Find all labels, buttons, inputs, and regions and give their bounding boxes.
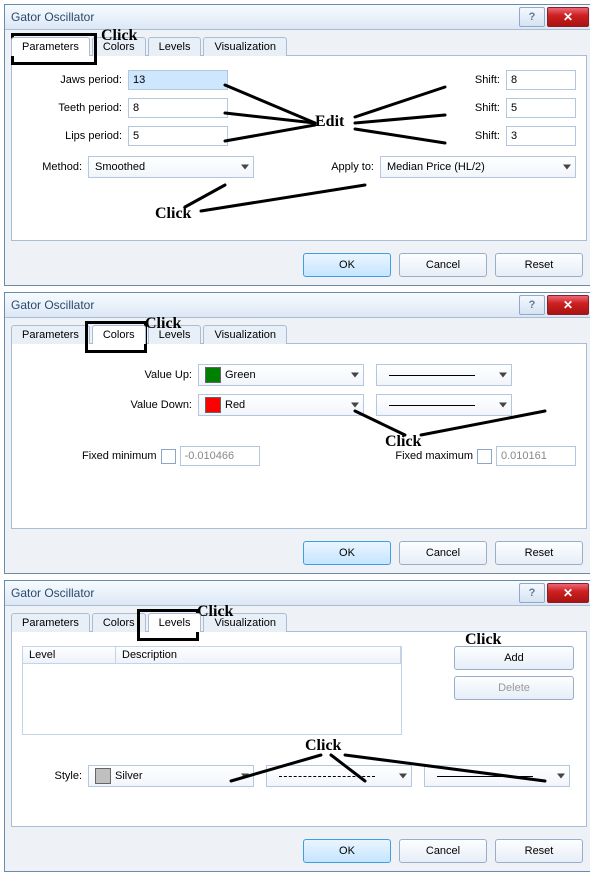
window-title: Gator Oscillator bbox=[11, 298, 519, 312]
style-value: Silver bbox=[115, 770, 143, 782]
delete-button[interactable]: Delete bbox=[454, 676, 574, 700]
reset-button[interactable]: Reset bbox=[495, 541, 583, 565]
value-up-color-select[interactable]: Green bbox=[198, 364, 364, 386]
value-up-label: Value Up: bbox=[22, 369, 192, 381]
lips-shift-input[interactable] bbox=[506, 126, 576, 146]
dialog-levels: Gator Oscillator ? ✕ Parameters Colors L… bbox=[4, 580, 590, 872]
value-up-value: Green bbox=[225, 369, 256, 381]
reset-button[interactable]: Reset bbox=[495, 839, 583, 863]
silver-swatch-icon bbox=[95, 768, 111, 784]
teeth-period-input[interactable] bbox=[128, 98, 228, 118]
teeth-period-label: Teeth period: bbox=[22, 102, 122, 114]
line-preview-icon bbox=[389, 375, 475, 376]
add-button[interactable]: Add bbox=[454, 646, 574, 670]
green-swatch-icon bbox=[205, 367, 221, 383]
value-down-color-select[interactable]: Red bbox=[198, 394, 364, 416]
cancel-button[interactable]: Cancel bbox=[399, 253, 487, 277]
teeth-shift-input[interactable] bbox=[506, 98, 576, 118]
close-button[interactable]: ✕ bbox=[547, 583, 589, 603]
tab-visualization[interactable]: Visualization bbox=[203, 613, 287, 632]
panel: Jaws period: Shift: Teeth period: Shift:… bbox=[11, 56, 587, 241]
panel: Value Up: Green Value Down: Red Fixed m bbox=[11, 344, 587, 529]
cancel-button[interactable]: Cancel bbox=[399, 541, 487, 565]
tab-parameters[interactable]: Parameters bbox=[11, 613, 90, 632]
jaws-period-label: Jaws period: bbox=[22, 74, 122, 86]
lips-period-label: Lips period: bbox=[22, 130, 122, 142]
tab-parameters[interactable]: Parameters bbox=[11, 37, 90, 56]
fixed-min-input[interactable] bbox=[180, 446, 260, 466]
apply-value: Median Price (HL/2) bbox=[387, 161, 485, 173]
tab-colors[interactable]: Colors bbox=[92, 37, 146, 56]
red-swatch-icon bbox=[205, 397, 221, 413]
jaws-period-input[interactable] bbox=[128, 70, 228, 90]
fixed-min-label: Fixed minimum bbox=[82, 450, 157, 462]
style-width-select[interactable] bbox=[424, 765, 570, 787]
help-button[interactable]: ? bbox=[519, 295, 545, 315]
col-description: Description bbox=[116, 647, 401, 663]
tab-levels[interactable]: Levels bbox=[148, 613, 202, 632]
help-button[interactable]: ? bbox=[519, 7, 545, 27]
levels-table-body[interactable] bbox=[22, 664, 402, 735]
col-level: Level bbox=[23, 647, 116, 663]
tab-visualization[interactable]: Visualization bbox=[203, 325, 287, 344]
tab-visualization[interactable]: Visualization bbox=[203, 37, 287, 56]
reset-button[interactable]: Reset bbox=[495, 253, 583, 277]
window-title: Gator Oscillator bbox=[11, 586, 519, 600]
method-select[interactable]: Smoothed bbox=[88, 156, 254, 178]
line-preview-icon bbox=[389, 405, 475, 406]
style-color-select[interactable]: Silver bbox=[88, 765, 254, 787]
value-down-value: Red bbox=[225, 399, 245, 411]
cancel-button[interactable]: Cancel bbox=[399, 839, 487, 863]
ok-button[interactable]: OK bbox=[303, 253, 391, 277]
line-preview-icon bbox=[437, 776, 533, 777]
close-button[interactable]: ✕ bbox=[547, 295, 589, 315]
jaws-shift-label: Shift: bbox=[440, 74, 500, 86]
style-line-select[interactable] bbox=[266, 765, 412, 787]
apply-select[interactable]: Median Price (HL/2) bbox=[380, 156, 576, 178]
method-value: Smoothed bbox=[95, 161, 145, 173]
help-button[interactable]: ? bbox=[519, 583, 545, 603]
dialog-colors: Gator Oscillator ? ✕ Parameters Colors L… bbox=[4, 292, 590, 574]
titlebar: Gator Oscillator ? ✕ bbox=[5, 581, 590, 606]
tab-colors[interactable]: Colors bbox=[92, 613, 146, 632]
dash-line-icon bbox=[279, 776, 375, 777]
levels-table-header: Level Description bbox=[22, 646, 402, 664]
ok-button[interactable]: OK bbox=[303, 839, 391, 863]
tab-strip: Parameters Colors Levels Visualization bbox=[11, 612, 587, 632]
apply-label: Apply to: bbox=[314, 161, 374, 173]
tab-strip: Parameters Colors Levels Visualization bbox=[11, 36, 587, 56]
window-title: Gator Oscillator bbox=[11, 10, 519, 24]
teeth-shift-label: Shift: bbox=[440, 102, 500, 114]
fixed-max-input[interactable] bbox=[496, 446, 576, 466]
fixed-min-checkbox[interactable] bbox=[161, 449, 176, 464]
value-down-line-select[interactable] bbox=[376, 394, 512, 416]
fixed-max-label: Fixed maximum bbox=[395, 450, 473, 462]
method-label: Method: bbox=[22, 161, 82, 173]
titlebar: Gator Oscillator ? ✕ bbox=[5, 293, 590, 318]
value-down-label: Value Down: bbox=[22, 399, 192, 411]
value-up-line-select[interactable] bbox=[376, 364, 512, 386]
tab-strip: Parameters Colors Levels Visualization bbox=[11, 324, 587, 344]
fixed-max-checkbox[interactable] bbox=[477, 449, 492, 464]
titlebar: Gator Oscillator ? ✕ bbox=[5, 5, 590, 30]
tab-levels[interactable]: Levels bbox=[148, 37, 202, 56]
tab-levels[interactable]: Levels bbox=[148, 325, 202, 344]
lips-period-input[interactable] bbox=[128, 126, 228, 146]
lips-shift-label: Shift: bbox=[440, 130, 500, 142]
jaws-shift-input[interactable] bbox=[506, 70, 576, 90]
style-label: Style: bbox=[22, 770, 82, 782]
tab-colors[interactable]: Colors bbox=[92, 325, 146, 344]
tab-parameters[interactable]: Parameters bbox=[11, 325, 90, 344]
dialog-parameters: Gator Oscillator ? ✕ Parameters Colors L… bbox=[4, 4, 590, 286]
close-button[interactable]: ✕ bbox=[547, 7, 589, 27]
ok-button[interactable]: OK bbox=[303, 541, 391, 565]
panel: Level Description Add Delete Style: Silv… bbox=[11, 632, 587, 827]
